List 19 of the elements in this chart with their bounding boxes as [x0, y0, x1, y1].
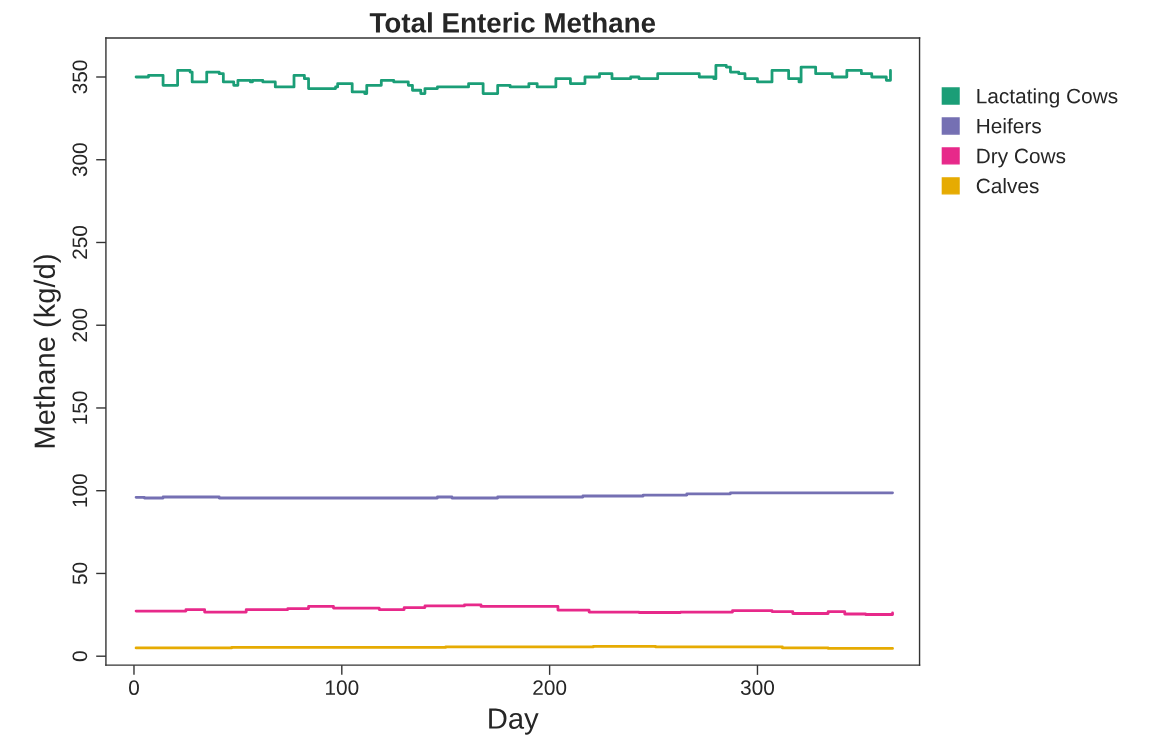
legend-label: Calves: [976, 178, 1039, 194]
x-tick-label: 200: [533, 680, 567, 696]
x-tick-label: 100: [326, 680, 359, 696]
y-tick-label: 200: [72, 308, 88, 342]
y-axis-title: Methane (kg/d): [33, 255, 61, 448]
x-tick-label: 300: [740, 680, 775, 696]
x-axis-title: Day: [489, 708, 539, 735]
y-tick-label: 250: [72, 225, 88, 259]
legend-label: Heifers: [977, 118, 1041, 134]
y-tick-label: 300: [72, 143, 88, 177]
y-tick-label: 150: [72, 391, 88, 424]
legend-label: Lactating Cows: [977, 88, 1118, 108]
legend-label: Dry Cows: [977, 148, 1066, 168]
chart-title: Total Enteric Methane: [369, 12, 656, 33]
y-tick-label: 0: [72, 651, 88, 662]
x-tick-label: 0: [129, 680, 139, 696]
y-tick-label: 100: [72, 474, 88, 507]
y-tick-label: 50: [72, 562, 88, 585]
y-tick-label: 350: [72, 60, 88, 94]
